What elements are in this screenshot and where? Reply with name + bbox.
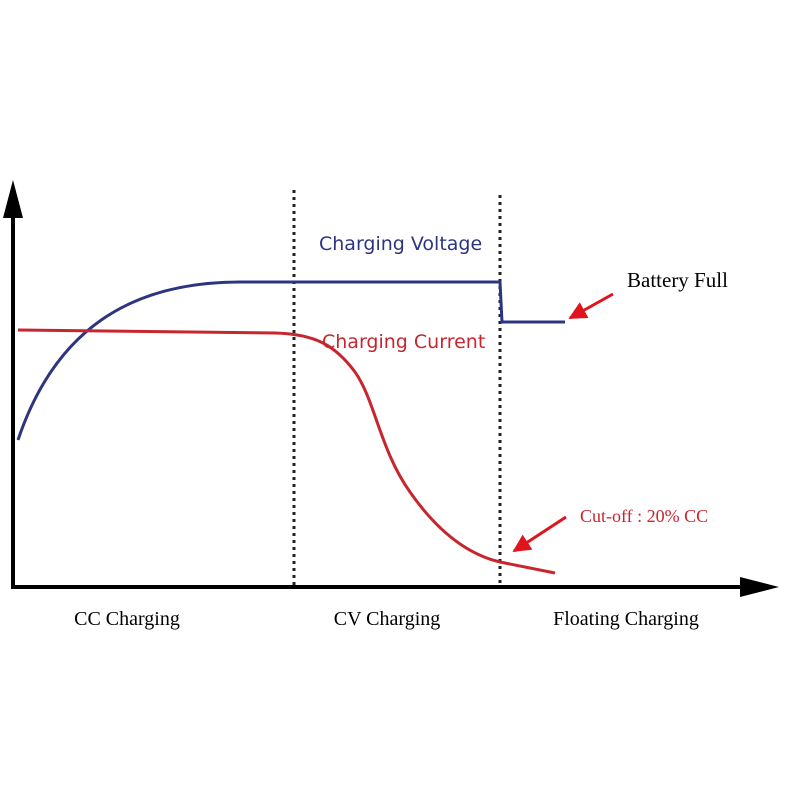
battery-full-arrow xyxy=(568,292,614,320)
cutoff-label: Cut-off : 20% CC xyxy=(580,506,708,526)
y-axis-arrowhead xyxy=(3,180,23,218)
current-label: Charging Current xyxy=(322,331,485,353)
x-axis-arrowhead xyxy=(740,577,779,597)
voltage-label: Charging Voltage xyxy=(319,233,482,255)
voltage-curve xyxy=(16,280,565,441)
phase-label-floating: Floating Charging xyxy=(553,608,699,630)
current-curve xyxy=(17,328,556,575)
phase-label-cc: CC Charging xyxy=(74,608,180,630)
axes xyxy=(3,180,779,597)
phase-dividers xyxy=(292,190,502,585)
battery-full-label: Battery Full xyxy=(627,268,728,292)
phase-label-cv: CV Charging xyxy=(334,608,441,630)
cutoff-arrow xyxy=(512,515,567,553)
